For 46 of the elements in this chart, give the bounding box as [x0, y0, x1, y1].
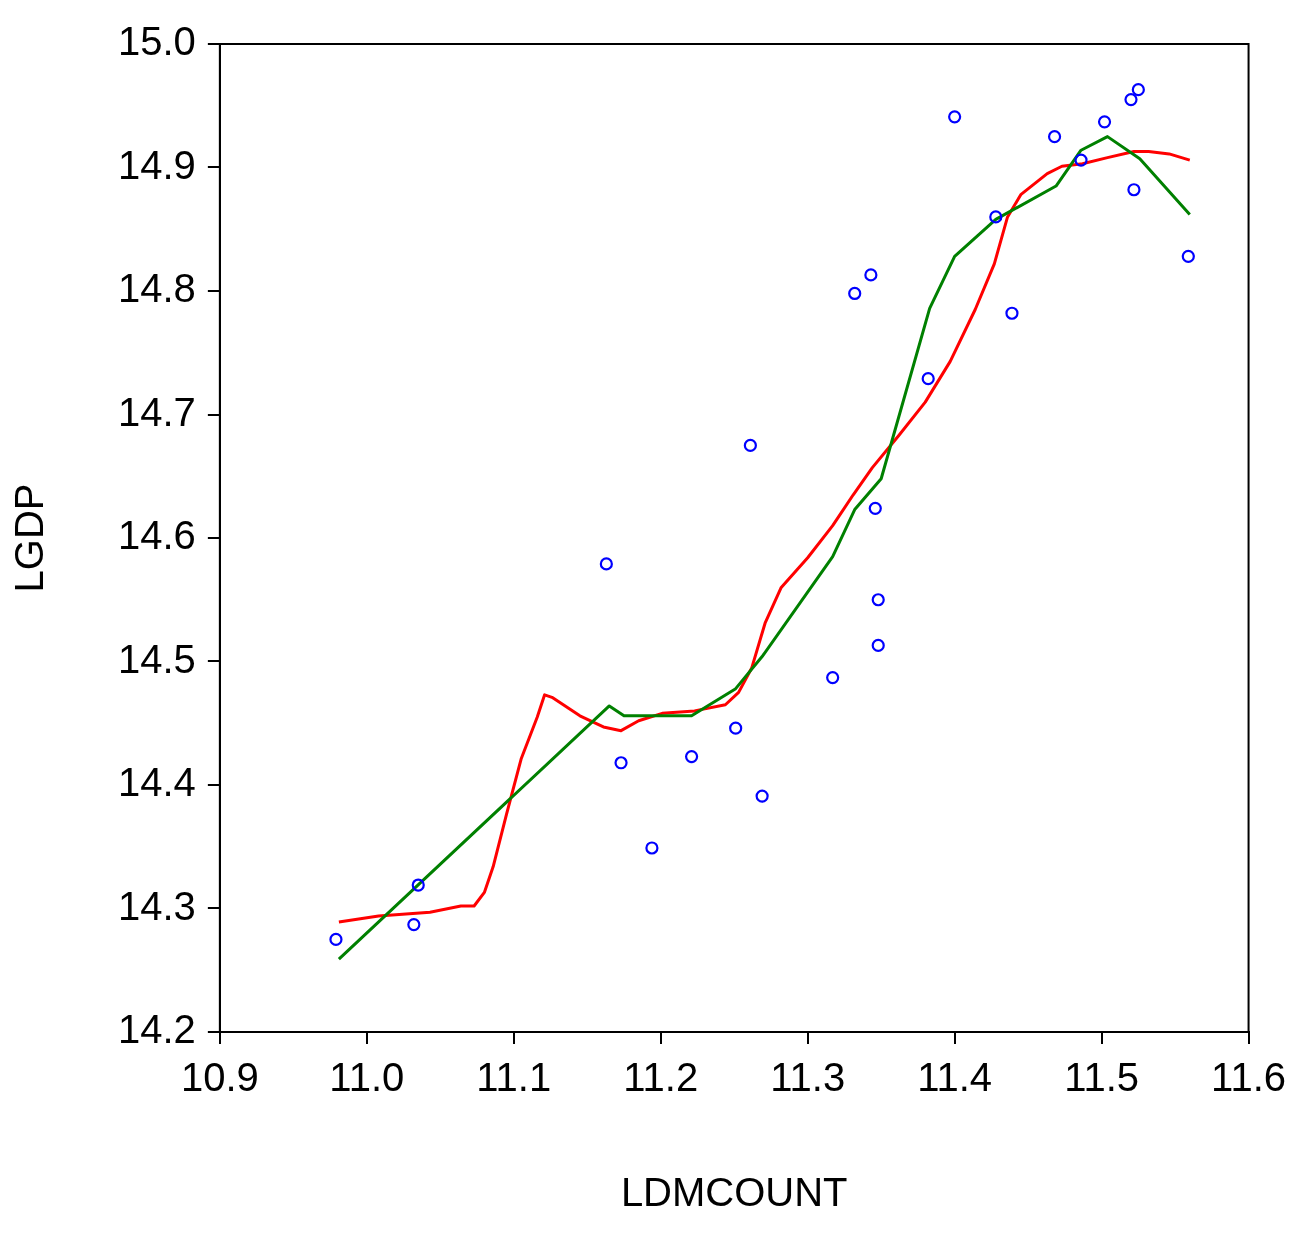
- y-tick-label: 15.0: [117, 19, 196, 64]
- point: [329, 932, 343, 946]
- point: [1131, 83, 1145, 97]
- x-tick-label: 11.6: [1211, 1055, 1286, 1100]
- y-axis-title: LGDP: [7, 483, 52, 593]
- x-axis-title: LDMCOUNT: [620, 1170, 848, 1215]
- x-tick-label: 11.0: [329, 1055, 405, 1100]
- point: [1124, 92, 1138, 107]
- point: [948, 110, 962, 124]
- point: [599, 557, 613, 571]
- y-tick-label: 14.4: [117, 760, 196, 805]
- y-tick-label: 14.3: [117, 883, 196, 928]
- point: [755, 789, 769, 803]
- point: [614, 756, 628, 770]
- point: [1127, 183, 1141, 197]
- point: [1047, 130, 1062, 144]
- point: [864, 268, 878, 282]
- point: [989, 210, 1003, 224]
- point: [1181, 249, 1195, 264]
- point: [411, 878, 425, 892]
- y-tick-label: 14.2: [117, 1007, 196, 1052]
- y-tick-label: 14.7: [117, 389, 196, 434]
- y-tick-label: 14.6: [117, 513, 196, 558]
- x-tick-label: 11.1: [476, 1055, 552, 1100]
- x-tick-label: 11.2: [623, 1055, 699, 1100]
- point: [871, 593, 885, 607]
- x-tick-label: 11.5: [1064, 1055, 1140, 1100]
- point: [1097, 115, 1112, 129]
- x-tick-label: 11.3: [770, 1055, 846, 1100]
- point: [407, 917, 421, 932]
- point: [684, 750, 699, 764]
- y-tick-label: 14.8: [117, 266, 196, 311]
- point: [1005, 306, 1019, 320]
- point: [826, 670, 840, 685]
- y-tick-label: 14.9: [117, 142, 196, 187]
- point: [1074, 153, 1088, 167]
- point: [921, 372, 935, 386]
- point: [729, 721, 743, 735]
- point: [848, 286, 862, 301]
- x-tick-label: 11.4: [917, 1055, 993, 1100]
- y-tick-label: 14.5: [117, 636, 196, 681]
- point: [645, 841, 659, 855]
- x-tick-label: 10.9: [180, 1055, 259, 1100]
- point: [743, 438, 757, 452]
- point: [871, 638, 885, 653]
- point: [868, 501, 882, 515]
